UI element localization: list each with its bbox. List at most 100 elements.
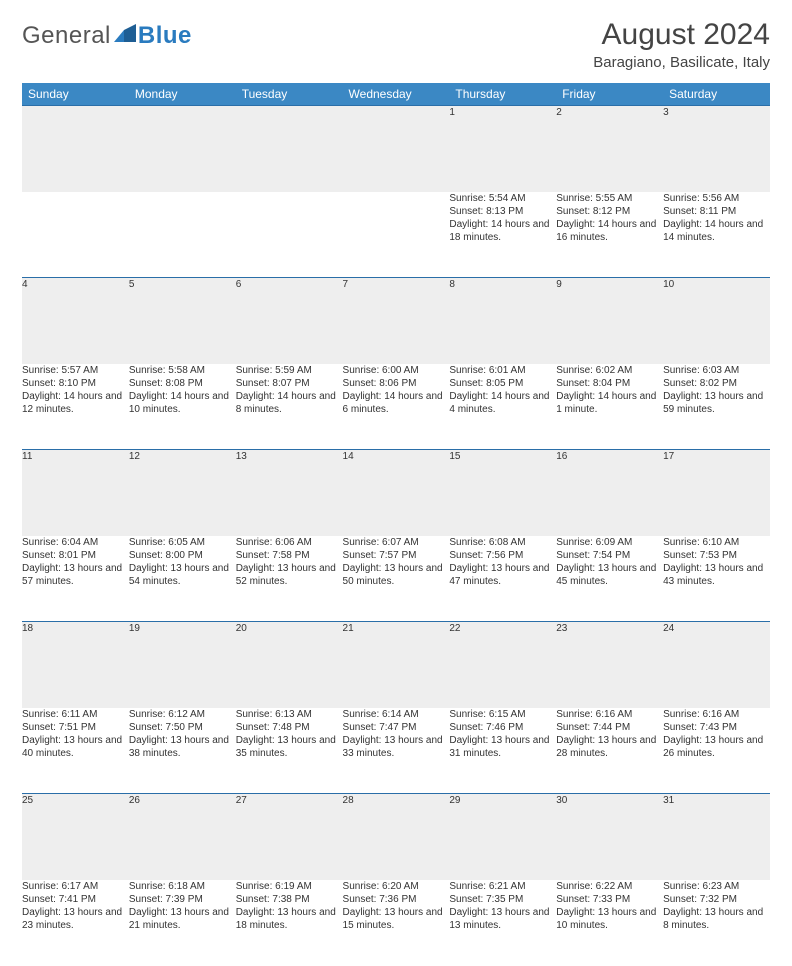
- page-title: August 2024: [593, 18, 770, 52]
- sunset-line: Sunset: 7:44 PM: [556, 721, 663, 734]
- day-number-cell: 14: [343, 450, 450, 536]
- day-number-cell: 12: [129, 450, 236, 536]
- sunrise-line: Sunrise: 6:19 AM: [236, 880, 343, 893]
- day-cell: Sunrise: 6:15 AMSunset: 7:46 PMDaylight:…: [449, 708, 556, 794]
- daylight-line: Daylight: 13 hours and 40 minutes.: [22, 734, 129, 760]
- day-number-cell: 2: [556, 106, 663, 192]
- daylight-line: Daylight: 13 hours and 52 minutes.: [236, 562, 343, 588]
- day-number-cell: 11: [22, 450, 129, 536]
- day-cell: Sunrise: 6:16 AMSunset: 7:43 PMDaylight:…: [663, 708, 770, 794]
- sunrise-line: Sunrise: 6:04 AM: [22, 536, 129, 549]
- sunrise-line: Sunrise: 5:56 AM: [663, 192, 770, 205]
- day-cell: Sunrise: 6:18 AMSunset: 7:39 PMDaylight:…: [129, 880, 236, 966]
- daylight-line: Daylight: 13 hours and 47 minutes.: [449, 562, 556, 588]
- daylight-line: Daylight: 14 hours and 14 minutes.: [663, 218, 770, 244]
- sunset-line: Sunset: 7:41 PM: [22, 893, 129, 906]
- sunrise-line: Sunrise: 5:54 AM: [449, 192, 556, 205]
- daylight-line: Daylight: 13 hours and 54 minutes.: [129, 562, 236, 588]
- day-cell: Sunrise: 6:11 AMSunset: 7:51 PMDaylight:…: [22, 708, 129, 794]
- header: General Blue August 2024 Baragiano, Basi…: [22, 18, 770, 71]
- day-cell: Sunrise: 6:06 AMSunset: 7:58 PMDaylight:…: [236, 536, 343, 622]
- sunrise-line: Sunrise: 6:18 AM: [129, 880, 236, 893]
- sunset-line: Sunset: 7:53 PM: [663, 549, 770, 562]
- day-number-cell: 22: [449, 622, 556, 708]
- sunset-line: Sunset: 7:43 PM: [663, 721, 770, 734]
- day-number-cell: 18: [22, 622, 129, 708]
- daylight-line: Daylight: 13 hours and 13 minutes.: [449, 906, 556, 932]
- daylight-line: Daylight: 13 hours and 38 minutes.: [129, 734, 236, 760]
- day-cell: Sunrise: 6:02 AMSunset: 8:04 PMDaylight:…: [556, 364, 663, 450]
- day-cell: Sunrise: 6:09 AMSunset: 7:54 PMDaylight:…: [556, 536, 663, 622]
- sunrise-line: Sunrise: 6:03 AM: [663, 364, 770, 377]
- sunrise-line: Sunrise: 6:12 AM: [129, 708, 236, 721]
- sunset-line: Sunset: 7:57 PM: [343, 549, 450, 562]
- day-number-cell: [343, 106, 450, 192]
- sunrise-line: Sunrise: 6:20 AM: [343, 880, 450, 893]
- daylight-line: Daylight: 13 hours and 23 minutes.: [22, 906, 129, 932]
- day-header-friday: Friday: [556, 83, 663, 106]
- day-number-cell: [129, 106, 236, 192]
- day-number-cell: 16: [556, 450, 663, 536]
- sunset-line: Sunset: 7:50 PM: [129, 721, 236, 734]
- sunset-line: Sunset: 7:54 PM: [556, 549, 663, 562]
- day-header-monday: Monday: [129, 83, 236, 106]
- day-cell: Sunrise: 6:17 AMSunset: 7:41 PMDaylight:…: [22, 880, 129, 966]
- sunrise-line: Sunrise: 6:05 AM: [129, 536, 236, 549]
- day-cell: Sunrise: 6:14 AMSunset: 7:47 PMDaylight:…: [343, 708, 450, 794]
- day-number-cell: 13: [236, 450, 343, 536]
- day-cell: Sunrise: 6:00 AMSunset: 8:06 PMDaylight:…: [343, 364, 450, 450]
- daylight-line: Daylight: 13 hours and 59 minutes.: [663, 390, 770, 416]
- day-cell: Sunrise: 6:13 AMSunset: 7:48 PMDaylight:…: [236, 708, 343, 794]
- day-number-cell: 5: [129, 278, 236, 364]
- daylight-line: Daylight: 13 hours and 8 minutes.: [663, 906, 770, 932]
- daylight-line: Daylight: 13 hours and 28 minutes.: [556, 734, 663, 760]
- sunrise-line: Sunrise: 6:02 AM: [556, 364, 663, 377]
- sunset-line: Sunset: 8:02 PM: [663, 377, 770, 390]
- sunrise-line: Sunrise: 6:01 AM: [449, 364, 556, 377]
- daylight-line: Daylight: 13 hours and 10 minutes.: [556, 906, 663, 932]
- daylight-line: Daylight: 13 hours and 15 minutes.: [343, 906, 450, 932]
- day-number-cell: 4: [22, 278, 129, 364]
- sunset-line: Sunset: 7:39 PM: [129, 893, 236, 906]
- day-cell: Sunrise: 5:56 AMSunset: 8:11 PMDaylight:…: [663, 192, 770, 278]
- day-number-cell: 6: [236, 278, 343, 364]
- sunrise-line: Sunrise: 5:58 AM: [129, 364, 236, 377]
- day-cell: Sunrise: 6:19 AMSunset: 7:38 PMDaylight:…: [236, 880, 343, 966]
- daylight-line: Daylight: 14 hours and 4 minutes.: [449, 390, 556, 416]
- day-header-sunday: Sunday: [22, 83, 129, 106]
- daylight-line: Daylight: 13 hours and 33 minutes.: [343, 734, 450, 760]
- location-label: Baragiano, Basilicate, Italy: [593, 54, 770, 71]
- sunrise-line: Sunrise: 6:09 AM: [556, 536, 663, 549]
- day-number-cell: 7: [343, 278, 450, 364]
- day-cell: Sunrise: 6:21 AMSunset: 7:35 PMDaylight:…: [449, 880, 556, 966]
- sunrise-line: Sunrise: 6:23 AM: [663, 880, 770, 893]
- day-cell: [22, 192, 129, 278]
- day-number-cell: 15: [449, 450, 556, 536]
- day-number-cell: [22, 106, 129, 192]
- sunrise-line: Sunrise: 6:07 AM: [343, 536, 450, 549]
- sunrise-line: Sunrise: 5:55 AM: [556, 192, 663, 205]
- sunset-line: Sunset: 8:10 PM: [22, 377, 129, 390]
- day-cell: Sunrise: 6:12 AMSunset: 7:50 PMDaylight:…: [129, 708, 236, 794]
- sunrise-line: Sunrise: 6:16 AM: [663, 708, 770, 721]
- sunrise-line: Sunrise: 6:21 AM: [449, 880, 556, 893]
- day-number-cell: 8: [449, 278, 556, 364]
- day-number-cell: 3: [663, 106, 770, 192]
- day-cell: Sunrise: 6:07 AMSunset: 7:57 PMDaylight:…: [343, 536, 450, 622]
- day-number-cell: 19: [129, 622, 236, 708]
- day-number-cell: 20: [236, 622, 343, 708]
- sunset-line: Sunset: 7:47 PM: [343, 721, 450, 734]
- day-cell: Sunrise: 6:23 AMSunset: 7:32 PMDaylight:…: [663, 880, 770, 966]
- sunset-line: Sunset: 7:38 PM: [236, 893, 343, 906]
- sunrise-line: Sunrise: 6:14 AM: [343, 708, 450, 721]
- day-number-cell: [236, 106, 343, 192]
- sunset-line: Sunset: 8:01 PM: [22, 549, 129, 562]
- day-cell: Sunrise: 5:58 AMSunset: 8:08 PMDaylight:…: [129, 364, 236, 450]
- sunrise-line: Sunrise: 6:06 AM: [236, 536, 343, 549]
- daylight-line: Daylight: 13 hours and 21 minutes.: [129, 906, 236, 932]
- day-number-cell: 28: [343, 794, 450, 880]
- daylight-line: Daylight: 14 hours and 1 minute.: [556, 390, 663, 416]
- daylight-line: Daylight: 14 hours and 10 minutes.: [129, 390, 236, 416]
- sunrise-line: Sunrise: 5:59 AM: [236, 364, 343, 377]
- day-cell: Sunrise: 6:20 AMSunset: 7:36 PMDaylight:…: [343, 880, 450, 966]
